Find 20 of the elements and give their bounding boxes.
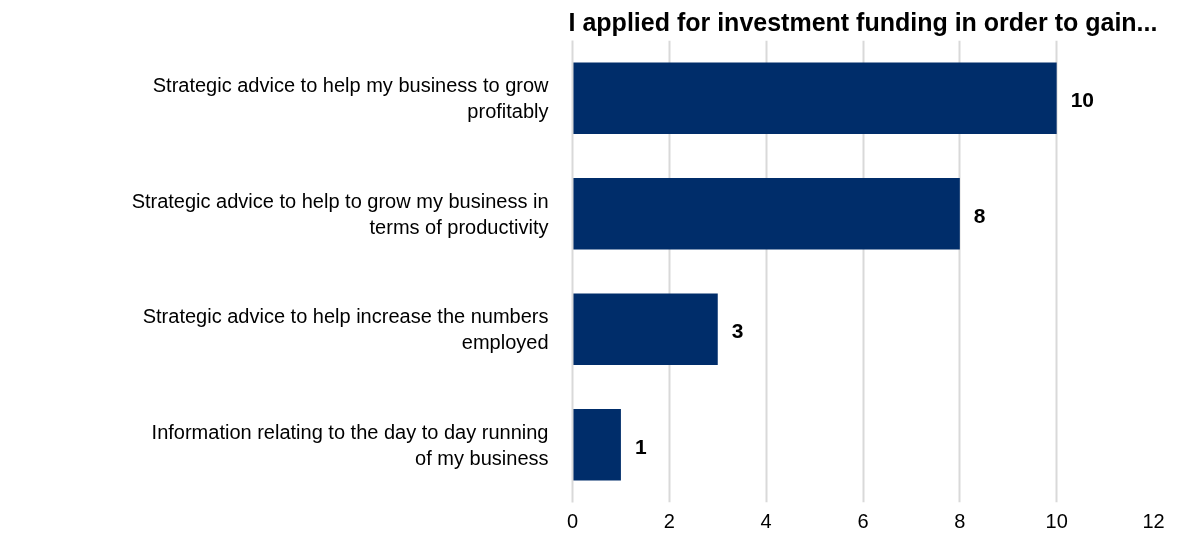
chart-title: I applied for investment funding in order to gain... [568, 7, 1158, 36]
y-tick-label: Strategic advice to help increase the numbers employed [142, 305, 549, 354]
data-label: 1 [634, 434, 647, 458]
x-tick-label: 0 [566, 509, 579, 532]
y-tick-label: Strategic advice to help to grow my business in terms of productivity [131, 189, 549, 238]
y-tick-label: Strategic advice to help my business to grow profitably [152, 74, 550, 123]
bar [572, 408, 621, 481]
x-tick-label: 2 [663, 509, 675, 532]
y-tick-label: Information relating to the day to day running of my business [151, 420, 549, 469]
x-tick-label: 6 [857, 509, 869, 532]
x-tick-label: 10 [1045, 509, 1068, 532]
bar [572, 177, 960, 250]
x-tick-label: 12 [1142, 509, 1165, 532]
x-tick-label: 8 [954, 509, 966, 532]
data-label: 3 [731, 319, 744, 343]
bar [572, 293, 718, 366]
bar [572, 62, 1057, 135]
data-label: 8 [973, 203, 986, 227]
x-tick-label: 4 [760, 509, 772, 532]
data-label: 10 [1070, 88, 1095, 112]
